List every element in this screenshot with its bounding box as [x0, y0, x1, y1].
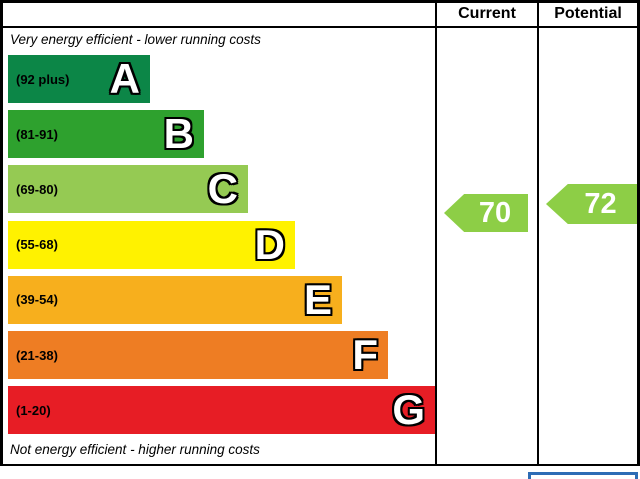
band-letter: E — [303, 275, 332, 323]
potential-rating-arrow: 72 — [546, 184, 637, 224]
border-left — [0, 0, 3, 466]
epc-band-d: (55-68) D — [8, 220, 295, 269]
potential-rating-value: 72 — [584, 187, 617, 220]
current-rating-value: 70 — [478, 196, 512, 229]
potential-column-header: Potential — [554, 5, 622, 22]
band-range-label: (21-38) — [16, 347, 58, 363]
band-letter: B — [163, 110, 194, 158]
cutoff-bottom-box — [528, 472, 638, 479]
potential-column-divider — [537, 0, 539, 466]
border-right — [637, 0, 640, 466]
bottom-divider — [0, 464, 640, 466]
band-range-label: (81-91) — [16, 126, 58, 142]
epc-band-a: (92 plus) A — [8, 55, 150, 103]
border-top — [0, 0, 640, 3]
epc-band-c: (69-80) C — [8, 165, 248, 214]
band-letter: C — [207, 165, 238, 213]
band-letter: F — [352, 331, 378, 378]
current-column-header: Current — [458, 5, 516, 22]
bottom-caption: Not energy efficient - higher running co… — [10, 442, 260, 457]
band-range-label: (1-20) — [16, 402, 51, 418]
current-rating-arrow: 70 — [444, 194, 528, 232]
band-range-label: (55-68) — [16, 237, 58, 253]
epc-band-e: (39-54) E — [8, 275, 342, 324]
band-letter: D — [254, 220, 285, 268]
top-caption: Very energy efficient - lower running co… — [10, 32, 261, 47]
epc-band-g: (1-20) G — [8, 386, 435, 435]
band-letter: A — [109, 55, 140, 102]
current-column-divider — [435, 0, 437, 466]
band-range-label: (92 plus) — [16, 71, 70, 87]
epc-band-b: (81-91) B — [8, 110, 204, 159]
band-range-label: (39-54) — [16, 292, 58, 308]
epc-band-f: (21-38) F — [8, 331, 388, 379]
band-range-label: (69-80) — [16, 181, 58, 197]
header-divider — [0, 26, 640, 28]
band-letter: G — [392, 386, 425, 434]
